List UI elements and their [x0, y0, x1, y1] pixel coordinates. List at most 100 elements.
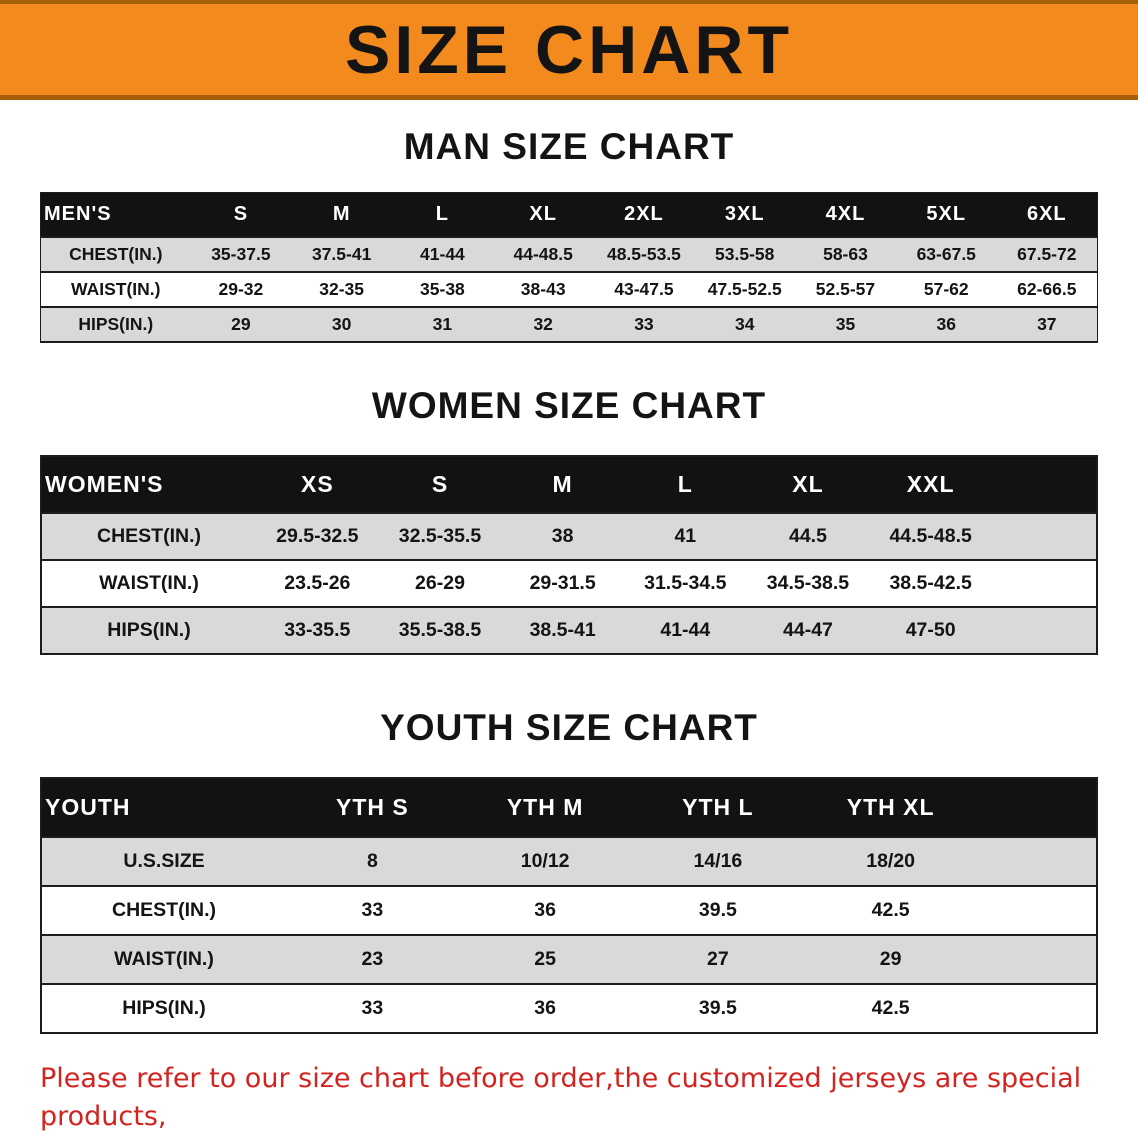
row-label-cell: CHEST(IN.) — [69, 244, 163, 264]
women-header-row: WOMEN'S XS S M L XL XXL — [41, 456, 1097, 513]
size-header-cell: XS — [256, 456, 379, 513]
size-row: WAIST(IN.) 23.5-26 26-29 29-31.5 31.5-34.5 34… — [41, 560, 1097, 607]
size-value-cell: 47-50 — [905, 619, 956, 641]
size-value-cell: 25 — [534, 948, 556, 970]
women-size-section: WOMEN SIZE CHART WOMEN'S XS S M L XL XXL CHEST… — [0, 385, 1138, 655]
size-value-cell: 34.5-38.5 — [766, 572, 850, 594]
size-value-cell: 35-37.5 — [211, 244, 271, 264]
size-header-cell: YTH XL — [804, 778, 977, 837]
size-value-cell: 29-32 — [218, 279, 264, 299]
notice-line-1: Please refer to our size chart before or… — [40, 1063, 1082, 1132]
size-value-cell: 67.5-72 — [1017, 244, 1077, 264]
filler-cell — [977, 886, 1097, 935]
row-label-cell: WAIST(IN.) — [114, 948, 214, 970]
size-header-cell: L — [392, 192, 493, 237]
size-value-cell: 10/12 — [520, 850, 570, 872]
size-header-cell: 3XL — [694, 192, 796, 237]
table-title-cell: MEN'S — [40, 192, 191, 237]
size-header-cell: L — [623, 456, 747, 513]
size-value-cell: 32 — [533, 314, 553, 334]
size-value-cell: 33 — [361, 899, 384, 921]
size-value-cell: 44-48.5 — [513, 244, 573, 264]
row-label-cell: CHEST(IN.) — [97, 525, 201, 547]
table-title-cell: WOMEN'S — [41, 456, 256, 513]
size-header-cell: YTH S — [286, 778, 459, 837]
men-header-row: MEN'S S M L XL 2XL 3XL 4XL 5XL 6XL — [40, 192, 1098, 237]
size-value-cell: 44.5-48.5 — [889, 525, 972, 547]
size-value-cell: 23.5-26 — [284, 572, 351, 594]
size-row: CHEST(IN.) 29.5-32.5 32.5-35.5 38 41 44.5 44.5… — [41, 513, 1097, 560]
size-value-cell: 37 — [1037, 314, 1057, 334]
size-row: WAIST(IN.) 29-32 32-35 35-38 38-43 43-47.5 47.… — [40, 272, 1098, 307]
title-banner: SIZE CHART — [0, 0, 1138, 100]
size-header-cell: 2XL — [593, 192, 695, 237]
size-value-cell: 48.5-53.5 — [606, 244, 681, 264]
youth-size-section: YOUTH SIZE CHART YOUTH YTH S YTH M YTH L YTH… — [0, 707, 1138, 1034]
size-value-cell: 33-35.5 — [284, 619, 351, 641]
size-header-cell: M — [291, 192, 393, 237]
row-label-cell: U.S.SIZE — [123, 850, 205, 872]
size-value-cell: 33 — [361, 997, 384, 1019]
size-value-cell: 36 — [534, 997, 556, 1019]
filler-cell — [977, 935, 1097, 984]
size-value-cell: 62-66.5 — [1017, 279, 1077, 299]
size-value-cell: 32-35 — [319, 279, 365, 299]
size-value-cell: 35 — [835, 314, 856, 334]
row-label-cell: WAIST(IN.) — [99, 572, 199, 594]
filler-cell — [977, 837, 1097, 886]
youth-header-row: YOUTH YTH S YTH M YTH L YTH XL — [41, 778, 1097, 837]
size-value-cell: 29.5-32.5 — [276, 525, 359, 547]
size-value-cell: 43-47.5 — [614, 279, 674, 299]
filler-cell — [977, 778, 1097, 837]
size-value-cell: 33 — [634, 314, 654, 334]
size-header-cell: S — [378, 456, 502, 513]
men-size-section: MAN SIZE CHART MEN'S S M L XL 2XL 3XL 4XL 5XL 6XL… — [0, 126, 1138, 343]
size-row: WAIST(IN.) 23 25 27 29 — [41, 935, 1097, 984]
size-value-cell: 36 — [936, 314, 956, 334]
size-row: U.S.SIZE 8 10/12 14/16 18/20 — [41, 837, 1097, 886]
size-value-cell: 38.5-41 — [529, 619, 596, 641]
size-value-cell: 58-63 — [823, 244, 868, 264]
youth-section-heading: YOUTH SIZE CHART — [380, 707, 758, 748]
filler-cell — [992, 513, 1097, 560]
row-label-cell: HIPS(IN.) — [122, 997, 206, 1019]
size-value-cell: 52.5-57 — [815, 279, 876, 299]
size-header-cell: XXL — [869, 456, 992, 513]
size-value-cell: 57-62 — [923, 279, 969, 299]
women-section-heading: WOMEN SIZE CHART — [371, 385, 767, 426]
size-value-cell: 41-44 — [420, 244, 465, 264]
size-value-cell: 34 — [734, 314, 755, 334]
size-value-cell: 39.5 — [698, 997, 737, 1019]
size-header-cell: YTH L — [631, 778, 805, 837]
women-table-body: CHEST(IN.) 29.5-32.5 32.5-35.5 38 41 44.5 44.5… — [41, 513, 1097, 654]
size-value-cell: 38-43 — [520, 279, 566, 299]
size-value-cell: 53.5-58 — [715, 244, 775, 264]
size-value-cell: 37.5-41 — [311, 244, 372, 264]
size-value-cell: 42.5 — [871, 899, 910, 921]
filler-cell — [977, 984, 1097, 1033]
youth-table-body: U.S.SIZE 8 10/12 14/16 18/20 CHEST(IN.) 33 36 39… — [41, 837, 1097, 1033]
men-section-heading: MAN SIZE CHART — [403, 126, 735, 167]
row-label-cell: CHEST(IN.) — [112, 899, 216, 921]
size-header-cell: YTH M — [458, 778, 632, 837]
size-value-cell: 18/20 — [866, 850, 916, 872]
filler-cell — [992, 456, 1097, 513]
page-title: SIZE CHART — [345, 11, 793, 88]
size-value-cell: 23 — [361, 948, 384, 970]
size-value-cell: 35.5-38.5 — [398, 619, 482, 641]
size-value-cell: 41 — [674, 525, 697, 547]
size-row: CHEST(IN.) 35-37.5 37.5-41 41-44 44-48.5 48.5… — [40, 237, 1098, 272]
size-value-cell: 38 — [551, 525, 574, 547]
size-value-cell: 42.5 — [871, 997, 910, 1019]
size-header-cell: 6XL — [996, 192, 1098, 237]
size-header-cell: 4XL — [795, 192, 896, 237]
row-label-cell: HIPS(IN.) — [78, 314, 154, 334]
size-header-cell: 5XL — [895, 192, 997, 237]
women-size-table: WOMEN'S XS S M L XL XXL CHEST(IN.) 29.5-32.5 32.… — [40, 455, 1098, 655]
men-size-table: MEN'S S M L XL 2XL 3XL 4XL 5XL 6XL CHEST(IN.) 35-3… — [40, 192, 1098, 343]
size-value-cell: 26-29 — [415, 572, 465, 594]
size-value-cell: 47.5-52.5 — [707, 279, 782, 299]
size-value-cell: 38.5-42.5 — [889, 572, 972, 594]
size-value-cell: 35-38 — [420, 279, 465, 299]
size-value-cell: 63-67.5 — [916, 244, 976, 264]
